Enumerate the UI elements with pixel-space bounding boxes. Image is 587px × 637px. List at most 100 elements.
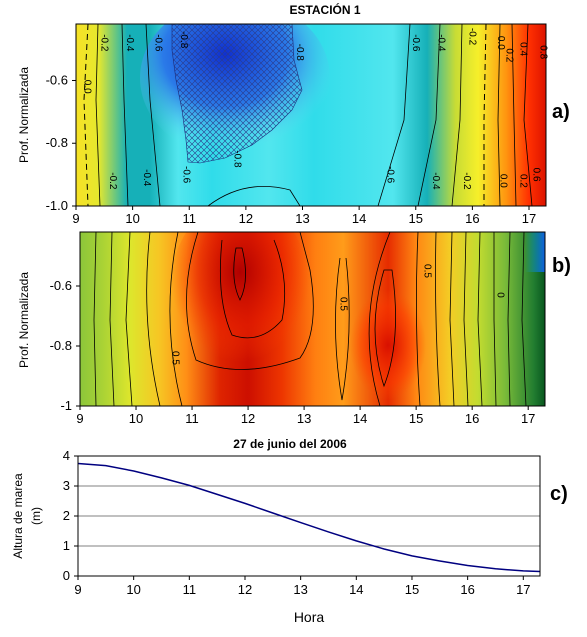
figure-title: ESTACIÓN 1 [289,2,360,17]
contour-label: -0.6 [410,34,421,52]
contour-label: -0.2 [98,34,109,52]
x-tick-label: 14 [349,582,363,597]
y-tick-label: 3 [63,478,70,493]
x-tick-label: 16 [465,411,479,426]
heatmap-b-contour-line [435,232,441,406]
heatmap-b-contour-line [169,232,183,406]
heatmap-a-contour-line [145,24,161,206]
heatmap-b-contour-labels: 0.5 0.5 0.5 0 [169,264,505,365]
panel-b-ylabel: Prof. Normalizada [17,272,31,368]
contour-label: -0.2 [461,172,472,190]
x-tick-label: 9 [76,411,83,426]
y-tick-label: -0.8 [46,135,68,150]
contour-label: 0.0 [495,36,506,50]
heatmap-b-contour-line [186,232,314,370]
contour-label: -0.8 [294,44,305,62]
panel-b-label: b) [552,255,571,277]
x-tick-label: 17 [522,211,536,226]
y-tick-label: 2 [63,508,70,523]
panel-c-title: 27 de junio del 2006 [233,437,347,451]
contour-label: 0 [494,292,505,298]
x-tick-label: 11 [183,582,197,597]
heatmap-a-contour-line [121,24,129,206]
heatmap-a-contour-line [83,24,89,206]
panel-a: 0.0 -0.2 -0.2 -0.4 -0.4 -0.6 -0.6 -0.8 -0.8 -0.8 -… [17,23,570,226]
heatmap-a-contour-line [417,24,441,206]
heatmap-b-contour-line [416,232,421,406]
panel-c-label: c) [550,483,568,505]
heatmap-a-contour-line [511,24,517,206]
x-tick-label: 14 [353,411,367,426]
heatmap-b-maximum [170,232,310,380]
x-tick-label: 10 [126,582,140,597]
heatmap-a-hatched-region [171,24,303,164]
y-tick-label: -0.6 [46,72,68,87]
x-tick-label: 11 [183,211,197,226]
heatmap-a-contour-labels: 0.0 -0.2 -0.2 -0.4 -0.4 -0.6 -0.6 -0.8 -0.8 -0.8 -… [81,28,548,190]
heatmap-b-contour-line [368,232,391,406]
x-tick-label: 12 [238,582,252,597]
heatmap-a-contour-line [377,24,411,206]
x-tick-label: 13 [297,411,311,426]
panel-c-ylabel-line1: Altura de marea [11,473,25,559]
y-tick-label: -0.6 [50,278,72,293]
panel-c-ylabel-line2: (m) [29,507,43,525]
heatmap-b-contour-line [507,232,511,406]
x-tick-label: 10 [125,211,139,226]
panel-b-axes: 9 10 11 12 13 14 15 16 17 -0.6 -0.8 -1 [50,278,536,426]
contour-label: -0.8 [232,150,243,168]
heatmap-b-maximum [350,290,426,400]
panel-b: 0.5 0.5 0.5 0 9 10 11 12 13 14 15 16 17 -0.6 -0.8 -1 P… [17,231,571,426]
x-tick-label: 13 [293,582,307,597]
x-tick-label: 10 [129,411,143,426]
contour-label: -0.8 [178,31,189,49]
y-tick-label: -1.0 [46,198,68,213]
heatmap-b-contour-line [521,232,527,406]
heatmap-b-contour-line [493,232,497,406]
x-tick-label: 12 [239,211,253,226]
x-tick-label: 9 [74,582,81,597]
contour-label: -0.2 [467,28,478,46]
panel-a-ylabel: Prof. Normalizada [17,67,31,163]
x-tick-label: 11 [185,411,199,426]
heatmap-b-contour-line [335,257,350,401]
contour-label: 0.5 [422,264,433,278]
contour-label: -0.4 [124,34,135,52]
heatmap-b-contour-line [463,232,469,406]
y-tick-label: 1 [63,538,70,553]
contour-label: 0.0 [81,80,92,94]
contour-label: -0.4 [141,169,152,187]
y-tick-label: 0 [63,568,70,583]
x-tick-label: 16 [460,582,474,597]
x-tick-label: 17 [516,582,530,597]
contour-label: -0.4 [430,172,441,190]
heatmap-b-contour-line [233,247,246,301]
heatmap-a-contour-line [95,24,101,206]
x-tick-label: 13 [295,211,309,226]
x-tick-label: 17 [521,411,535,426]
panel-a-frame [75,23,547,207]
contour-label: 0.2 [503,48,514,62]
heatmap-b-contour-line [374,269,396,388]
heatmap-b-contour-line [477,232,483,406]
heatmap-b-contour-line [449,232,455,406]
contour-label: 0.0 [498,174,509,188]
contour-label: 0.2 [518,174,529,188]
panel-c-grid [78,485,540,547]
contour-label: -0.6 [181,166,192,184]
y-tick-label: 4 [63,448,70,463]
contour-label: 0.4 [518,42,529,56]
contour-label: 0.8 [537,45,548,59]
y-tick-label: -0.8 [50,338,72,353]
heatmap-b-contour-line [93,232,97,406]
contour-label: -0.6 [152,34,163,52]
heatmap-b-contour-line [146,232,161,406]
heatmap-a-contour-line [483,24,487,206]
heatmap-a-contour-line [451,24,463,206]
heatmap-b-contour-line [125,232,133,406]
x-tick-label: 9 [72,211,79,226]
heatmap-b-contour-line [219,239,286,339]
x-tick-label: 15 [405,582,419,597]
y-tick-label: -1 [60,398,72,413]
